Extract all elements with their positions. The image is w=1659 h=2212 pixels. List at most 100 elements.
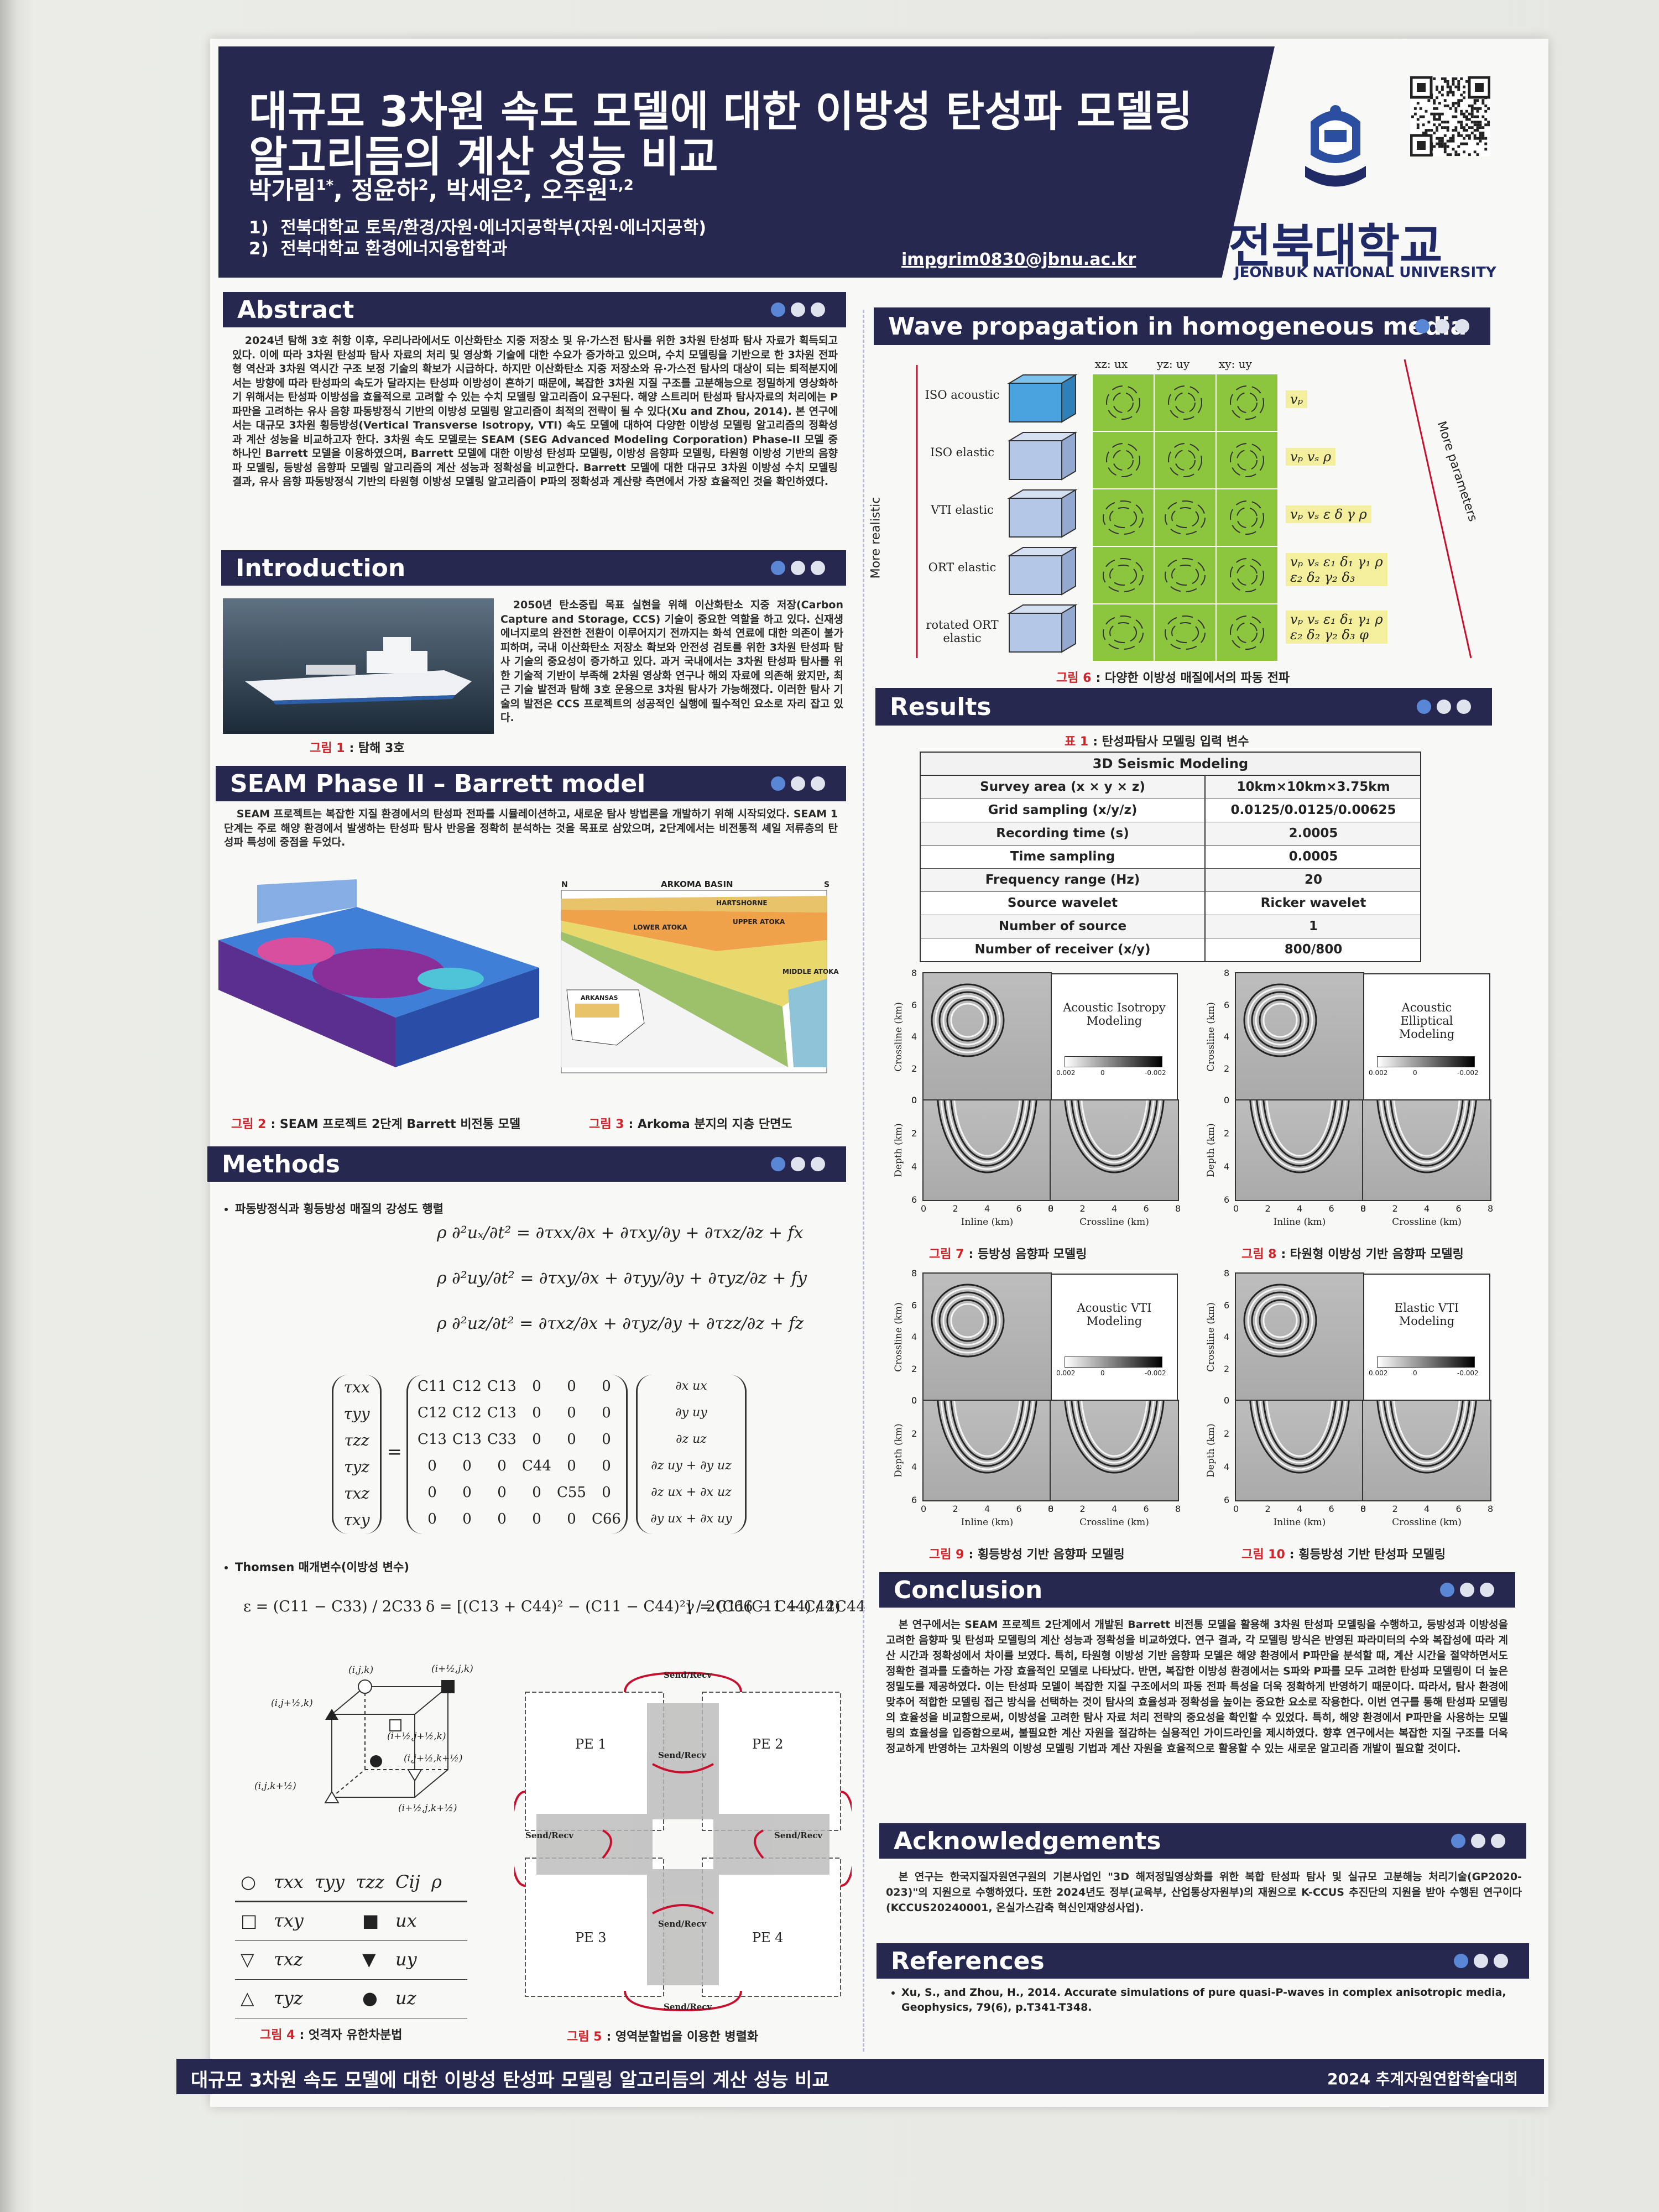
qr-module bbox=[1460, 99, 1463, 102]
figure-label: 그림 6 bbox=[1056, 671, 1092, 685]
matrix-cell: 0 bbox=[462, 1458, 472, 1474]
qr-module bbox=[1457, 153, 1460, 156]
qr-module bbox=[1479, 137, 1482, 140]
qr-module bbox=[1470, 107, 1474, 110]
wavefront bbox=[1253, 1100, 1347, 1170]
y-tick-label: 2 bbox=[911, 1128, 917, 1139]
y-tick-label: 0 bbox=[1224, 1395, 1230, 1406]
matrix-cell: 0 bbox=[462, 1511, 472, 1527]
figure-caption: 그림 8: 타원형 이방성 기반 음향파 모델링 bbox=[1241, 1244, 1464, 1262]
wavefront bbox=[1253, 1401, 1347, 1470]
node-label: (i,j,k) bbox=[348, 1665, 374, 1676]
x-tick-label: 6 bbox=[1455, 1504, 1462, 1514]
relation: = bbox=[387, 1441, 402, 1462]
y-tick-label: 0 bbox=[1224, 1095, 1230, 1105]
qr-module bbox=[1465, 118, 1468, 121]
qr-module bbox=[1438, 145, 1441, 148]
wavefront bbox=[1171, 507, 1199, 528]
section-label: LOWER ATOKA bbox=[633, 924, 687, 931]
wavefront bbox=[1103, 558, 1144, 592]
qr-module bbox=[1430, 112, 1433, 116]
qr-module bbox=[1422, 123, 1425, 127]
wavefront bbox=[1168, 443, 1202, 477]
wavefront bbox=[1113, 392, 1134, 413]
qr-module bbox=[1446, 85, 1449, 88]
qr-module bbox=[1476, 123, 1479, 127]
qr-module bbox=[1433, 112, 1436, 116]
colorbar-label: -0.002 bbox=[1457, 1069, 1479, 1077]
figure-label: 그림 2 bbox=[231, 1118, 267, 1131]
wavefront bbox=[937, 1401, 1037, 1474]
qr-module bbox=[1433, 77, 1436, 80]
bullet: Thomsen 매개변수(이방성 변수) bbox=[235, 1558, 409, 1575]
y-tick-label: 6 bbox=[911, 1194, 917, 1205]
qr-module bbox=[1411, 115, 1414, 118]
figure-caption: 그림 2: SEAM 프로젝트 2단계 Barrett 비전통 모델 bbox=[231, 1114, 520, 1132]
caption-text: : 횡등방성 기반 탄성파 모델링 bbox=[1289, 1548, 1446, 1562]
qr-module bbox=[1484, 105, 1488, 107]
matrix-cell: 0 bbox=[602, 1405, 611, 1421]
qr-code bbox=[1410, 76, 1490, 156]
bracket bbox=[636, 1375, 747, 1534]
y-tick-label: 0 bbox=[911, 1395, 917, 1406]
axis-label: Inline (km) bbox=[1273, 1217, 1326, 1228]
x-tick-label: 6 bbox=[1143, 1203, 1149, 1214]
y-tick-label: 6 bbox=[911, 999, 917, 1010]
pe-label: PE 3 bbox=[575, 1930, 607, 1945]
qr-module bbox=[1460, 121, 1463, 124]
x-tick-label: 2 bbox=[952, 1504, 958, 1514]
qr-module bbox=[1457, 85, 1460, 88]
colorbar-label: -0.002 bbox=[1145, 1369, 1166, 1377]
x-tick-label: 0 bbox=[1048, 1504, 1054, 1514]
qr-module bbox=[1427, 99, 1431, 102]
x-tick-label: 2 bbox=[1392, 1504, 1398, 1514]
matrix-cell: 0 bbox=[427, 1484, 437, 1501]
stiffness-equation: = τxx C11 C12 C13 0 0 0 ∂x ux τyy C12 C12 C13 0 0 0 ∂y u… bbox=[332, 1375, 747, 1541]
qr-module bbox=[1425, 132, 1428, 134]
wavefront bbox=[1071, 1401, 1158, 1467]
qr-module bbox=[1481, 132, 1485, 134]
qr-module bbox=[1438, 115, 1441, 118]
qr-module bbox=[1454, 126, 1458, 129]
qr-module bbox=[1487, 107, 1490, 110]
table-cell: 800/800 bbox=[1284, 942, 1343, 957]
wavefront bbox=[1266, 1401, 1333, 1457]
equation: γ = (C66 − C44) / 2C44 bbox=[686, 1598, 866, 1615]
wavefront bbox=[1109, 507, 1137, 528]
wavefront bbox=[1386, 1401, 1467, 1464]
legend-panel bbox=[1363, 1274, 1490, 1401]
qr-module bbox=[1416, 126, 1420, 129]
qr-module bbox=[1446, 139, 1449, 143]
table-cell: 0.0125/0.0125/0.00625 bbox=[1230, 803, 1396, 817]
wavefront bbox=[1071, 1100, 1158, 1167]
wavefront bbox=[950, 1401, 1024, 1460]
send-recv-label: Send/Recv bbox=[525, 1830, 574, 1840]
qr-module bbox=[1460, 126, 1463, 129]
section-label: S bbox=[824, 880, 830, 889]
caption-text: : 탄성파탐사 모델링 입력 변수 bbox=[1093, 735, 1249, 749]
section-label: ARKANSAS bbox=[581, 994, 618, 1001]
legend-cell: ○ bbox=[241, 1871, 256, 1892]
qr-module bbox=[1463, 85, 1465, 88]
x-tick-label: 4 bbox=[984, 1504, 990, 1514]
wavefront bbox=[1262, 1003, 1298, 1038]
qr-module bbox=[1460, 109, 1463, 113]
caption-text: : 탐해 3호 bbox=[349, 742, 405, 755]
x-tick-label: 4 bbox=[1112, 1203, 1118, 1214]
qr-module bbox=[1443, 121, 1447, 124]
qr-module bbox=[1457, 80, 1460, 83]
qr-module bbox=[1452, 82, 1455, 86]
figure-label: 그림 1 bbox=[310, 742, 345, 755]
qr-module bbox=[1454, 115, 1458, 118]
wavefront bbox=[1259, 1299, 1302, 1342]
table-row: Number of receiver (x/y) 800/800 bbox=[921, 938, 1420, 961]
qr-module bbox=[1441, 137, 1444, 140]
medium-cube bbox=[1061, 374, 1076, 423]
column-header: yz: uy bbox=[1157, 357, 1190, 371]
pe-label: PE 2 bbox=[752, 1736, 784, 1752]
x-tick-label: 0 bbox=[1233, 1504, 1239, 1514]
qr-module bbox=[1484, 123, 1488, 127]
wavefront bbox=[1255, 995, 1306, 1046]
axis-label: Crossline (km) bbox=[1392, 1517, 1462, 1528]
